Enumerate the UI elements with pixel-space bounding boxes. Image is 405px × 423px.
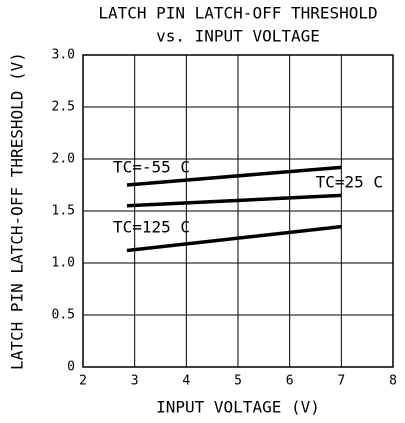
- y-tick-label: 3.0: [52, 48, 75, 63]
- series-line: [126, 224, 342, 253]
- chart-subtitle: vs. INPUT VOLTAGE: [156, 27, 320, 46]
- x-tick-label: 2: [79, 374, 87, 389]
- y-tick-label: 0.5: [52, 308, 75, 323]
- y-tick-label: 2.5: [52, 100, 75, 115]
- x-axis-label: INPUT VOLTAGE (V): [156, 398, 320, 417]
- x-tick-label: 5: [234, 374, 242, 389]
- y-tick-label: 2.0: [52, 152, 75, 167]
- series-label: TC=-55 C: [113, 158, 190, 177]
- x-tick-label: 3: [131, 374, 139, 389]
- x-tick-label: 7: [337, 374, 345, 389]
- x-tick-label: 6: [286, 374, 294, 389]
- x-tick-label: 8: [389, 374, 397, 389]
- series-label: TC=25 C: [316, 173, 383, 192]
- series-line: [126, 193, 342, 208]
- y-tick-label: 1.0: [52, 256, 75, 271]
- series-line: [126, 165, 342, 187]
- chart-title: LATCH PIN LATCH-OFF THRESHOLD: [98, 4, 377, 23]
- y-tick-label: 0: [67, 360, 75, 375]
- y-axis-label: LATCH PIN LATCH-OFF THRESHOLD (V): [8, 52, 27, 370]
- x-tick-label: 4: [182, 374, 190, 389]
- y-tick-label: 1.5: [52, 204, 75, 219]
- series-label: TC=125 C: [113, 218, 190, 237]
